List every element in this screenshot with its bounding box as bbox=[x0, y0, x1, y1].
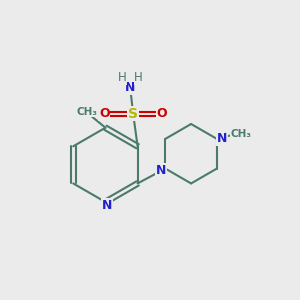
Text: N: N bbox=[156, 164, 166, 177]
Text: H: H bbox=[134, 71, 143, 84]
Text: N: N bbox=[102, 199, 112, 212]
Text: O: O bbox=[99, 107, 110, 120]
Text: N: N bbox=[217, 132, 227, 146]
Text: S: S bbox=[128, 106, 138, 121]
Text: H: H bbox=[118, 71, 126, 84]
Text: CH₃: CH₃ bbox=[231, 129, 252, 140]
Text: N: N bbox=[125, 81, 135, 94]
Text: O: O bbox=[157, 107, 167, 120]
Text: CH₃: CH₃ bbox=[76, 107, 97, 117]
